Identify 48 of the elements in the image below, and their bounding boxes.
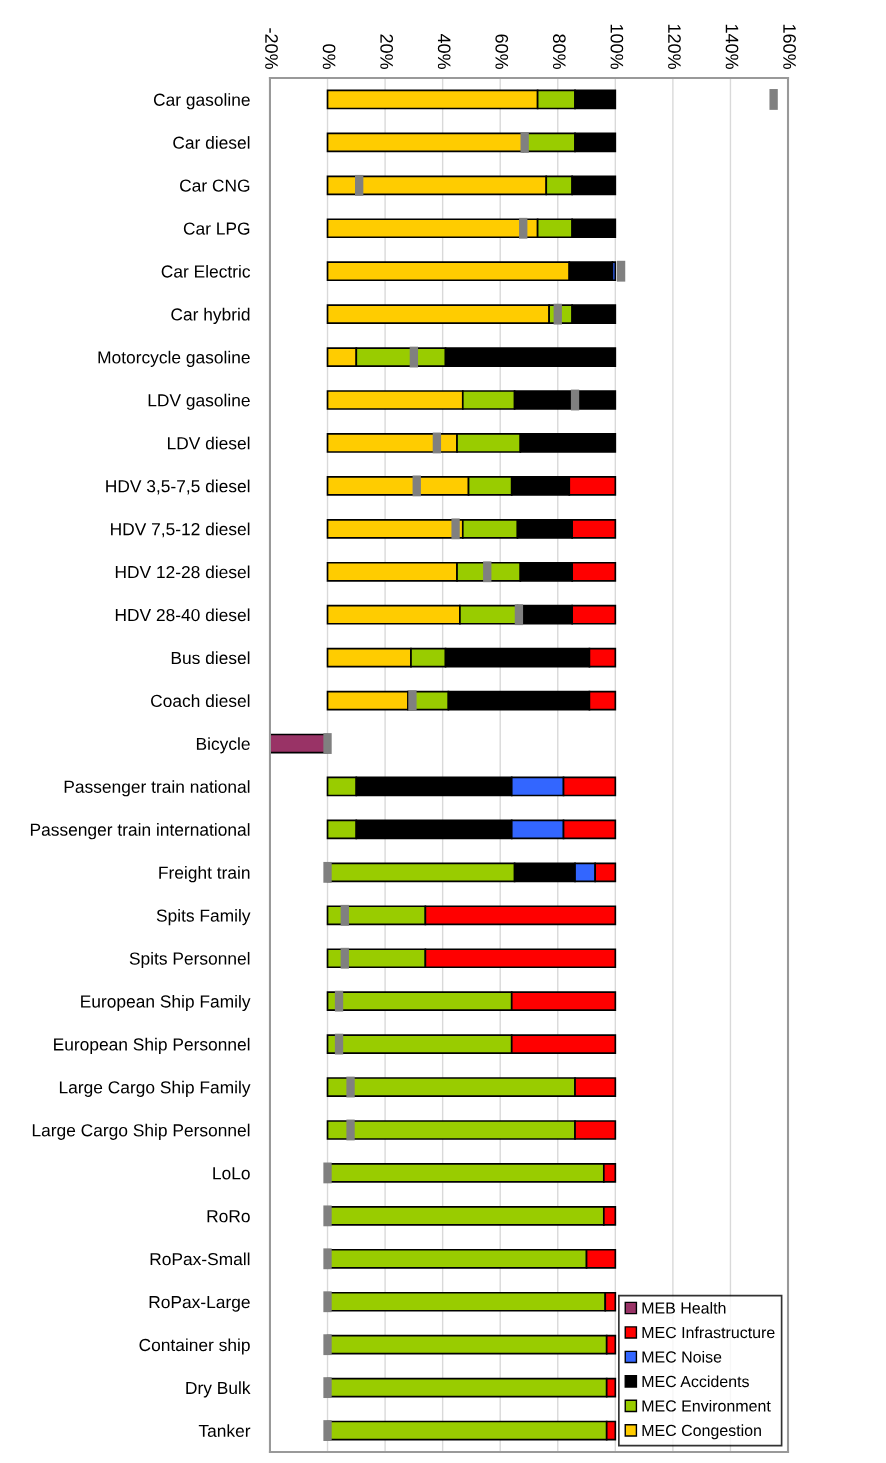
legend-label: MEC Environment xyxy=(642,1399,771,1412)
legend-label: MEB Health xyxy=(642,1302,726,1314)
legend-label: MEC Congestion xyxy=(642,1424,761,1440)
y-tick-label: Spits Personnel xyxy=(129,951,250,969)
y-tick-label: Tanker xyxy=(198,1424,251,1438)
y-tick-label: Passenger train international xyxy=(30,823,250,840)
y-tick-label: HDV 3,5-7,5 diesel xyxy=(106,479,250,495)
y-tick-label: Bus diesel xyxy=(171,651,250,665)
x-tick-label: 100% xyxy=(610,24,624,69)
x-tick-label: 80% xyxy=(552,34,566,69)
y-tick-label: HDV 7,5-12 diesel xyxy=(111,522,250,538)
y-tick-label: Passenger train national xyxy=(64,780,250,797)
x-tick-label: 40% xyxy=(437,33,451,69)
y-tick-label: Coach diesel xyxy=(151,694,250,708)
y-tick-label: Dry Bulk xyxy=(186,1381,251,1398)
y-tick-label: RoPax-Small xyxy=(150,1252,250,1266)
y-tick-label: European Ship Family xyxy=(81,994,251,1012)
y-tick-label: LoLo xyxy=(213,1167,250,1180)
y-tick-label: LDV diesel xyxy=(167,436,250,450)
y-tick-label: Car gasoline xyxy=(153,93,250,110)
y-tick-label: Bicycle xyxy=(196,737,250,754)
x-tick-label: 120% xyxy=(668,24,681,69)
y-tick-label: RoPax-Large xyxy=(149,1296,250,1312)
x-tick-label: -20% xyxy=(265,28,278,69)
y-tick-label: Car Electric xyxy=(161,264,251,278)
y-tick-label: Spits Family xyxy=(156,909,251,926)
y-tick-label: HDV 12-28 diesel xyxy=(115,565,250,579)
y-tick-label: Car CNG xyxy=(180,179,250,192)
y-tick-label: HDV 28-40 diesel xyxy=(115,608,250,622)
y-tick-label: Car hybrid xyxy=(171,307,250,325)
y-tick-label: Container ship xyxy=(139,1338,250,1355)
x-tick-label: 160% xyxy=(783,24,796,69)
y-tick-label: Freight train xyxy=(159,866,250,883)
legend-label: MEC Noise xyxy=(642,1350,722,1363)
y-tick-label: LDV gasoline xyxy=(148,393,250,410)
legend-label: MEC Infrastructure xyxy=(642,1326,775,1339)
y-tick-label: Car diesel xyxy=(173,136,250,149)
y-tick-label: European Ship Personnel xyxy=(54,1037,250,1054)
y-tick-label: RoRo xyxy=(207,1210,250,1223)
x-tick-label: 60% xyxy=(495,34,509,69)
x-tick-label: 0% xyxy=(322,44,336,69)
y-tick-label: Large Cargo Ship Family xyxy=(59,1080,251,1097)
x-tick-label: 140% xyxy=(725,24,739,69)
y-tick-label: Motorcycle gasoline xyxy=(98,350,250,367)
y-tick-label: Large Cargo Ship Personnel xyxy=(32,1123,250,1140)
y-tick-label: Car LPG xyxy=(183,222,250,235)
legend-label: MEC Accidents xyxy=(642,1375,749,1388)
x-tick-label: 20% xyxy=(380,34,394,69)
